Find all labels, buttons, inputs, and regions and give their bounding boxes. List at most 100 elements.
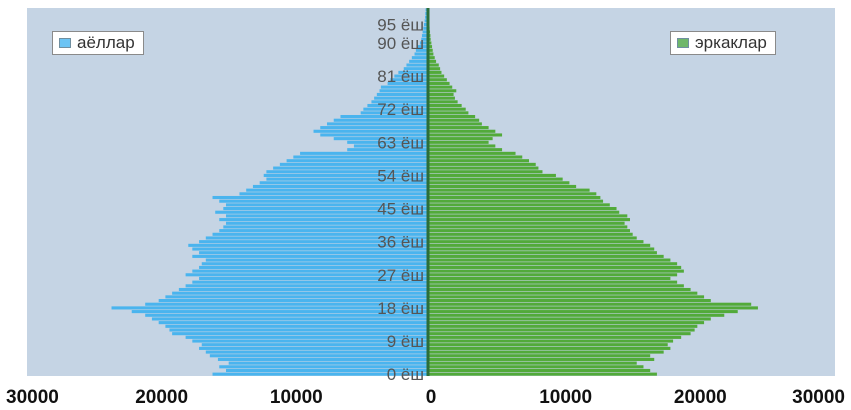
women-bar-age-21 xyxy=(165,295,428,299)
women-bar-age-58 xyxy=(286,159,428,163)
women-bar-age-37 xyxy=(205,236,428,240)
age-tick-label-63: 63 ёш xyxy=(377,133,424,152)
men-bar-age-84 xyxy=(428,63,439,67)
women-bar-age-47 xyxy=(219,199,428,203)
men-bar-age-79 xyxy=(428,81,450,85)
women-bar-age-50 xyxy=(246,188,428,192)
women-bar-age-54 xyxy=(263,173,428,177)
age-tick-label-36: 36 ёш xyxy=(377,233,424,252)
men-bar-age-86 xyxy=(428,56,435,60)
x-tick-label-2: 10000 xyxy=(270,387,323,408)
men-bar-age-61 xyxy=(428,148,503,152)
men-bar-age-58 xyxy=(428,159,529,163)
women-bar-age-46 xyxy=(226,203,428,207)
women-bar-age-48 xyxy=(212,195,428,200)
legend-men: эркаклар xyxy=(670,31,776,55)
women-bar-age-57 xyxy=(279,162,428,166)
women-bar-age-3 xyxy=(228,361,428,365)
age-tick-label-90: 90 ёш xyxy=(377,34,424,53)
women-bar-age-38 xyxy=(212,232,428,236)
x-tick-label-1: 20000 xyxy=(135,387,188,408)
women-bar-age-62 xyxy=(353,144,428,148)
men-bar-age-82 xyxy=(428,70,442,74)
women-bar-age-78 xyxy=(380,85,428,89)
men-bar-age-13 xyxy=(428,324,698,328)
women-bar-age-75 xyxy=(374,96,428,100)
legend-men-label: эркаклар xyxy=(695,33,767,52)
men-bar-age-76 xyxy=(428,92,454,97)
women-bars xyxy=(111,8,429,376)
women-bar-age-85 xyxy=(409,59,428,63)
women-bar-age-24 xyxy=(185,284,428,288)
women-bar-age-89 xyxy=(417,45,428,49)
men-bar-age-44 xyxy=(428,210,620,214)
men-bar-age-42 xyxy=(428,218,630,222)
men-bar-age-15 xyxy=(428,317,711,321)
men-bar-age-34 xyxy=(428,247,655,251)
women-bar-age-83 xyxy=(403,67,428,71)
women-bar-age-95 xyxy=(423,23,428,27)
women-bar-age-6 xyxy=(205,350,428,354)
men-bar-age-24 xyxy=(428,284,684,288)
women-bar-age-73 xyxy=(367,103,428,108)
men-bar-age-21 xyxy=(428,295,705,299)
men-bar-age-16 xyxy=(428,313,725,317)
men-bar-age-49 xyxy=(428,192,597,196)
men-bar-age-35 xyxy=(428,243,651,247)
women-bar-age-17 xyxy=(131,310,429,314)
women-bar-age-87 xyxy=(414,52,428,56)
men-bar-age-30 xyxy=(428,262,678,266)
men-bar-age-70 xyxy=(428,115,476,119)
women-bar-age-40 xyxy=(223,225,428,229)
women-bar-age-7 xyxy=(199,346,428,350)
women-bar-age-52 xyxy=(259,181,428,185)
women-bar-age-4 xyxy=(217,357,428,361)
women-bar-age-77 xyxy=(379,89,428,93)
women-bar-age-92 xyxy=(421,34,428,38)
men-bar-age-54 xyxy=(428,173,556,177)
men-bar-age-72 xyxy=(428,107,466,111)
men-bar-age-32 xyxy=(428,254,664,258)
women-bar-age-29 xyxy=(199,265,428,269)
men-bar-age-18 xyxy=(428,306,758,310)
men-bar-age-47 xyxy=(428,199,604,203)
women-bar-age-81 xyxy=(394,74,428,78)
women-bar-age-22 xyxy=(172,291,428,295)
women-bar-age-23 xyxy=(178,287,428,292)
men-bar-age-52 xyxy=(428,181,570,185)
men-bar-age-29 xyxy=(428,265,682,269)
men-bar-age-28 xyxy=(428,269,684,273)
women-bar-age-28 xyxy=(192,269,428,273)
men-bar-age-0 xyxy=(428,372,657,376)
women-bar-age-61 xyxy=(347,148,428,152)
men-bar-age-73 xyxy=(428,103,462,108)
men-bar-age-39 xyxy=(428,229,630,233)
men-bar-age-31 xyxy=(428,258,671,262)
men-bar-age-38 xyxy=(428,232,633,236)
men-bar-age-63 xyxy=(428,140,489,144)
women-bar-age-59 xyxy=(293,155,428,159)
women-bar-age-31 xyxy=(205,258,428,262)
x-tick-label-5: 20000 xyxy=(674,387,727,408)
men-bar-age-43 xyxy=(428,214,628,218)
women-bar-age-71 xyxy=(360,111,428,115)
legend-men-swatch xyxy=(677,38,689,48)
women-bar-age-8 xyxy=(201,343,428,347)
men-bar-age-6 xyxy=(428,350,664,354)
x-tick-label-3: 0 xyxy=(426,387,437,408)
men-bar-age-11 xyxy=(428,332,691,336)
age-tick-label-27: 27 ёш xyxy=(377,266,424,285)
age-tick-label-81: 81 ёш xyxy=(377,67,424,86)
women-bar-age-56 xyxy=(273,166,428,170)
men-bar-age-37 xyxy=(428,236,637,240)
women-bar-age-44 xyxy=(215,210,428,214)
age-tick-label-0: 0 ёш xyxy=(387,365,424,384)
men-bar-age-62 xyxy=(428,144,496,148)
women-bar-age-16 xyxy=(145,313,428,317)
women-bar-age-14 xyxy=(158,321,429,325)
women-bar-age-53 xyxy=(266,177,428,181)
men-bar-age-22 xyxy=(428,291,698,295)
legend-women-label: аёллар xyxy=(77,33,135,52)
women-bar-age-88 xyxy=(415,48,428,52)
